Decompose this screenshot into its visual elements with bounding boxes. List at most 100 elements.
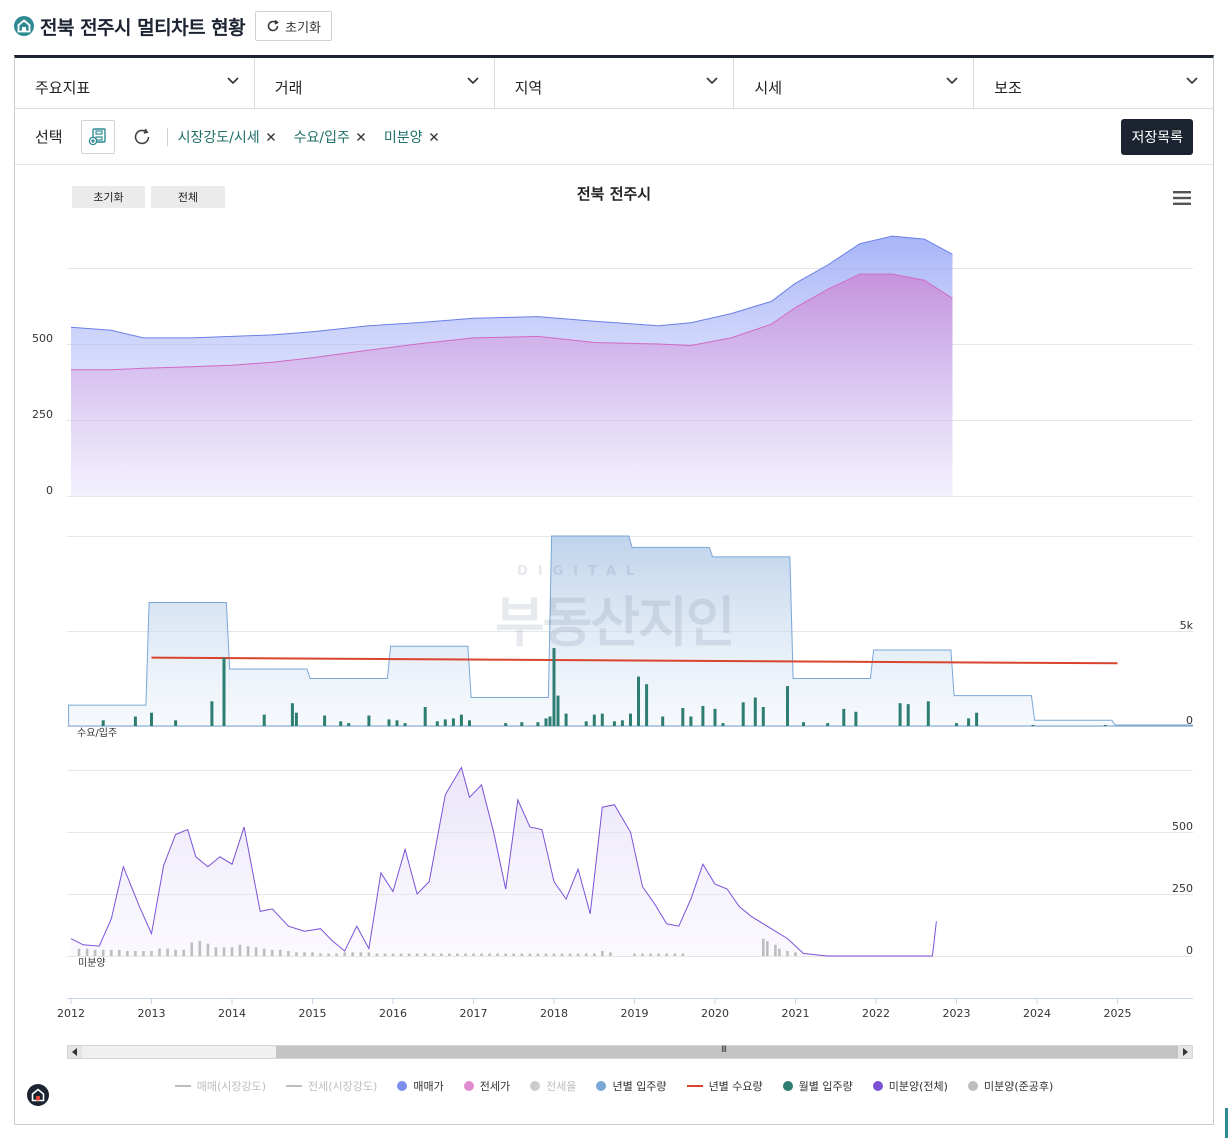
filter-dropdown-row: 주요지표 거래 지역 시세 보조 — [15, 58, 1213, 109]
legend-item[interactable]: 미분양(전체) — [872, 1078, 948, 1094]
unsold-completed-bar — [601, 951, 604, 956]
dropdown-main-indicators[interactable]: 주요지표 — [15, 58, 255, 108]
monthly-supply-bar — [637, 676, 640, 726]
unsold-completed-bar — [85, 948, 89, 956]
title-bar: 전북 전주시 멀티차트 현황 초기화 — [14, 10, 333, 42]
y-tick-label-supply: 0 — [1186, 714, 1193, 727]
unsold-completed-bar — [158, 948, 161, 956]
remove-chip-button[interactable] — [429, 132, 439, 142]
legend-item[interactable]: 매매(시장강도) — [174, 1078, 266, 1094]
monthly-supply-bar — [854, 711, 858, 727]
monthly-supply-bar — [564, 713, 568, 726]
monthly-supply-bar — [967, 718, 971, 726]
unsold-completed-bar — [182, 949, 185, 956]
unsold-completed-bar — [279, 949, 282, 956]
monthly-supply-bar — [294, 712, 298, 726]
legend-item[interactable]: 전세율 — [530, 1078, 576, 1094]
hamburger-menu-icon[interactable] — [1173, 190, 1191, 206]
y-tick-label-unsold: 0 — [1186, 944, 1193, 957]
unsold-completed-bar — [77, 948, 81, 956]
scroll-thumb[interactable]: III — [276, 1045, 1180, 1058]
dropdown-region[interactable]: 지역 — [495, 58, 735, 108]
refresh-icon — [267, 19, 279, 32]
y-tick-label-price: 250 — [32, 408, 53, 421]
chip-label: 미분양 — [383, 129, 423, 146]
unsold-completed-bar — [367, 952, 371, 956]
legend-line-symbol — [686, 1085, 703, 1087]
monthly-supply-bar — [504, 723, 508, 726]
arrow-right-icon — [1183, 1048, 1188, 1056]
x-tick-label: 2019 — [621, 1007, 649, 1020]
y-tick-label-unsold: 500 — [1172, 820, 1193, 833]
monthly-supply-bar — [701, 706, 705, 726]
save-list-button[interactable]: 저장목록 — [1121, 119, 1193, 155]
unsold-completed-bar — [633, 953, 636, 956]
legend-item[interactable]: 년별 수요량 — [686, 1078, 763, 1094]
multichart-panel: 주요지표 거래 지역 시세 보조 선택 시장강도/시세 — [14, 55, 1214, 1125]
unsold-completed-bar — [150, 951, 153, 956]
y-tick-label-unsold: 250 — [1172, 882, 1193, 895]
chevron-down-icon — [946, 77, 958, 85]
refresh-selection-button[interactable] — [131, 126, 153, 148]
unsold-completed-bar — [262, 948, 266, 956]
unsold-completed-bar — [576, 953, 580, 956]
legend-item[interactable]: 매매가 — [397, 1078, 444, 1094]
yearly-demand-line — [151, 656, 1118, 665]
remove-chip-button[interactable] — [266, 132, 276, 142]
remove-chip-button[interactable] — [356, 132, 366, 142]
monthly-supply-bar — [600, 713, 604, 726]
chip-unsold: 미분양 — [384, 127, 439, 147]
dropdown-auxiliary[interactable]: 보조 — [974, 58, 1213, 108]
chart-all-range-button[interactable]: 전체 — [151, 186, 225, 208]
unsold-completed-bar — [101, 949, 105, 956]
unsold-completed-bar — [528, 953, 532, 956]
legend-line-symbol — [286, 1085, 303, 1087]
unsold-completed-bar — [520, 953, 524, 956]
monthly-supply-bar — [459, 714, 463, 726]
unsold-total-area — [71, 767, 937, 956]
save-selection-button[interactable] — [80, 119, 115, 154]
monthly-supply-bar — [1031, 725, 1035, 726]
selection-row: 선택 시장강도/시세 수요/입주 미분양 저장목록 — [15, 109, 1213, 165]
unsold-completed-bar — [593, 953, 596, 956]
monthly-supply-bar — [584, 721, 588, 727]
scroll-grip: III — [721, 1045, 727, 1055]
unsold-completed-bar — [295, 952, 298, 956]
monthly-supply-bar — [174, 720, 178, 726]
scroll-right-arrow[interactable] — [1178, 1046, 1192, 1058]
unsold-completed-bar — [335, 953, 338, 956]
legend-item[interactable]: 미분양(준공후) — [967, 1078, 1054, 1094]
legend-item[interactable]: 전세(시장강도) — [286, 1078, 377, 1094]
scroll-left-arrow[interactable] — [68, 1046, 82, 1058]
y-tick-label-price: 0 — [46, 484, 53, 497]
dropdown-transactions[interactable]: 거래 — [255, 58, 495, 108]
unsold-completed-bar — [93, 949, 97, 956]
dropdown-market-price[interactable]: 시세 — [734, 58, 975, 108]
monthly-supply-bar — [468, 720, 471, 726]
monthly-supply-bar — [552, 648, 556, 726]
y-tick-label-supply: 5k — [1180, 619, 1194, 632]
x-tick-label: 2012 — [57, 1007, 85, 1020]
unsold-completed-bar — [766, 941, 769, 956]
legend-label: 년별 수요량 — [708, 1080, 763, 1093]
reset-button[interactable]: 초기화 — [255, 11, 333, 41]
unsold-completed-bar — [786, 951, 789, 956]
unsold-completed-bar — [448, 953, 451, 956]
monthly-supply-bar — [926, 701, 930, 726]
range-scrollbar[interactable]: III — [67, 1045, 1193, 1059]
unsold-completed-bar — [552, 953, 556, 956]
legend-item[interactable]: 전세가 — [463, 1078, 510, 1094]
unsold-completed-bar — [423, 953, 427, 956]
unsold-completed-bar — [641, 953, 644, 956]
unsold-completed-bar — [673, 953, 677, 956]
chart-reset-zoom-button[interactable]: 초기화 — [72, 186, 145, 208]
monthly-supply-bar — [802, 722, 805, 726]
unsold-completed-bar — [568, 953, 572, 956]
legend-item[interactable]: 년별 입주량 — [596, 1078, 667, 1094]
dropdown-label: 보조 — [994, 78, 1022, 97]
legend-item[interactable]: 월별 입주량 — [782, 1078, 853, 1094]
unsold-completed-bar — [270, 949, 274, 956]
home-icon — [14, 16, 34, 36]
legend-label: 미분양(준공후) — [983, 1080, 1054, 1093]
unsold-completed-bar — [778, 948, 781, 956]
